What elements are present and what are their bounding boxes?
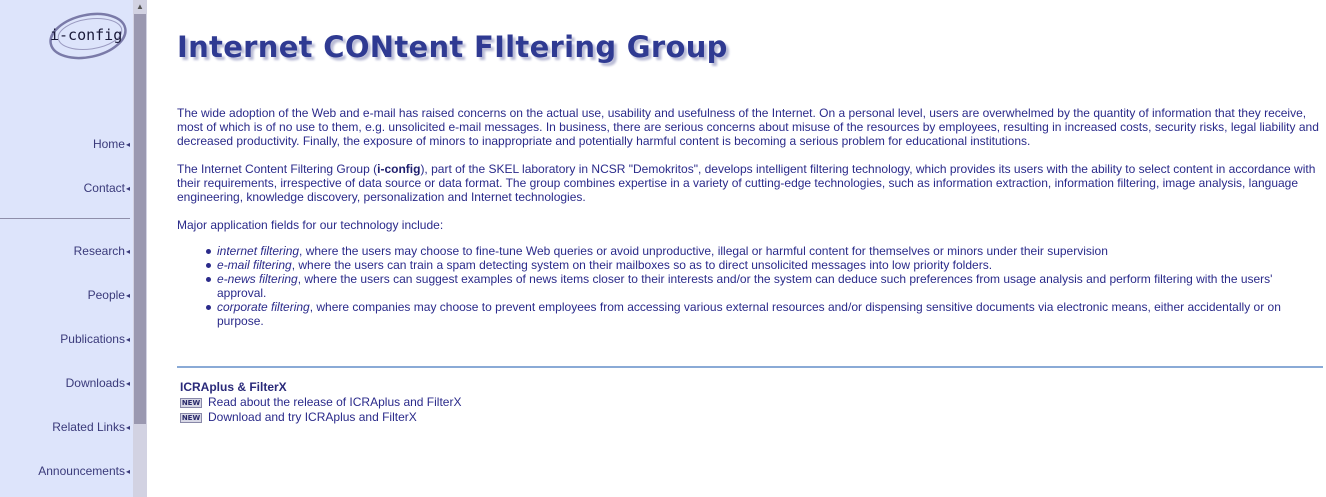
page-title: Internet CONtent FIltering Group <box>177 30 728 64</box>
fields-intro: Major application fields for our technol… <box>177 218 444 232</box>
i-config-name: i-config <box>377 162 421 176</box>
new-badge-icon: NEW <box>180 398 202 408</box>
nav-item-publications[interactable]: Publications◂ <box>60 332 130 346</box>
intro-paragraph: The wide adoption of the Web and e-mail … <box>177 106 1319 148</box>
nav-arrow-icon: ◂ <box>125 184 130 193</box>
list-item: corporate filtering, where companies may… <box>197 300 1325 328</box>
scroll-up-arrow-icon[interactable]: ▲ <box>133 0 147 14</box>
application-fields-list: internet filtering, where the users may … <box>197 244 1325 328</box>
list-item: e-mail filtering, where the users can tr… <box>197 258 1325 272</box>
nav-arrow-icon: ◂ <box>125 379 130 388</box>
nav-arrow-icon: ◂ <box>125 291 130 300</box>
main-content: Internet CONtent FIltering Group The wid… <box>147 0 1326 497</box>
i-config-logo[interactable]: i-config <box>48 10 132 62</box>
sidebar-nav: i-config Home◂ Contact◂ Research◂ People… <box>0 0 133 497</box>
nav-divider <box>0 218 130 219</box>
nav-item-people[interactable]: People◂ <box>87 288 130 302</box>
nav-item-related-links[interactable]: Related Links◂ <box>52 420 130 434</box>
svg-text:i-config: i-config <box>50 26 122 44</box>
scrollbar-thumb[interactable] <box>134 14 146 424</box>
news-link-read-release[interactable]: NEW Read about the release of ICRAplus an… <box>180 395 462 409</box>
nav-arrow-icon: ◂ <box>125 423 130 432</box>
nav-arrow-icon: ◂ <box>125 335 130 344</box>
nav-arrow-icon: ◂ <box>125 247 130 256</box>
nav-arrow-icon: ◂ <box>125 140 130 149</box>
nav-item-research[interactable]: Research◂ <box>73 244 130 258</box>
nav-item-contact[interactable]: Contact◂ <box>83 181 130 195</box>
section-divider <box>177 366 1323 368</box>
new-badge-icon: NEW <box>180 413 202 423</box>
nav-scrollbar[interactable]: ▲ <box>133 0 147 497</box>
news-link-download[interactable]: NEW Download and try ICRAplus and FilterX <box>180 410 417 424</box>
news-title: ICRAplus & FilterX <box>180 380 287 394</box>
group-description-paragraph: The Internet Content Filtering Group (i-… <box>177 162 1316 204</box>
list-item: internet filtering, where the users may … <box>197 244 1325 258</box>
nav-item-downloads[interactable]: Downloads◂ <box>65 376 130 390</box>
nav-item-announcements[interactable]: Announcements◂ <box>38 464 130 478</box>
nav-arrow-icon: ◂ <box>125 467 130 476</box>
nav-item-home[interactable]: Home◂ <box>92 137 130 151</box>
list-item: e-news filtering, where the users can su… <box>197 272 1325 300</box>
